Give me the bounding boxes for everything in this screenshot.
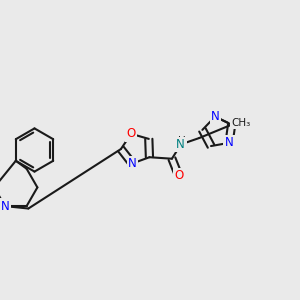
Text: CH₃: CH₃ — [231, 118, 250, 128]
Text: N: N — [1, 200, 9, 213]
Text: N: N — [211, 110, 220, 123]
Text: O: O — [127, 127, 136, 140]
Text: O: O — [174, 169, 183, 182]
Text: N: N — [128, 157, 136, 170]
Text: N: N — [225, 136, 233, 149]
Text: N: N — [176, 138, 185, 151]
Text: H: H — [178, 136, 186, 146]
